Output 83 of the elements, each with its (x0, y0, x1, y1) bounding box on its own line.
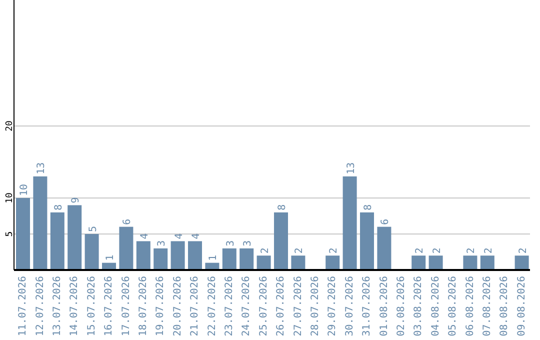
data-label: 1 (208, 254, 220, 261)
bar (463, 256, 478, 270)
x-tick-label: 02.08.2026 (396, 276, 407, 336)
x-tick-label: 23.07.2026 (224, 276, 235, 336)
bar (256, 256, 271, 270)
x-tick-label: 13.07.2026 (52, 276, 63, 336)
x-tick-label: 29.07.2026 (327, 276, 338, 336)
x-tick-label: 03.08.2026 (413, 276, 424, 336)
bar (274, 212, 288, 270)
x-tick-label: 01.08.2026 (378, 276, 390, 336)
x-tick-label: 22.07.2026 (206, 276, 218, 336)
x-tick-label: 20.07.2026 (172, 276, 184, 336)
y-tick-label: 10 (5, 192, 15, 204)
bar (50, 212, 64, 270)
data-label: 6 (380, 218, 392, 225)
x-tick-label: 09.08.2026 (516, 276, 528, 336)
y-tick-label: 5 (5, 231, 15, 237)
x-tick-label: 19.07.2026 (155, 276, 166, 336)
data-label: 8 (277, 204, 288, 210)
data-label: 2 (518, 248, 529, 254)
x-tick-label: 25.07.2026 (258, 276, 270, 336)
bar (16, 198, 30, 270)
x-tick-label: 26.07.2026 (276, 276, 287, 336)
data-label: 2 (260, 248, 271, 254)
data-label: 9 (70, 197, 82, 204)
data-label: 4 (174, 233, 185, 240)
x-tick-label: 11.07.2026 (18, 276, 29, 336)
x-tick-label: 30.07.2026 (344, 276, 356, 336)
data-label: 3 (225, 240, 236, 246)
data-label: 3 (242, 240, 254, 246)
bar (240, 248, 254, 270)
bar (412, 256, 426, 270)
x-tick-label: 06.08.2026 (464, 276, 476, 336)
data-label: 6 (122, 218, 134, 225)
bar (170, 241, 185, 270)
data-label: 8 (363, 204, 374, 210)
x-tick-label: 15.07.2026 (86, 276, 98, 336)
data-label: 1 (105, 254, 116, 261)
x-tick-label: 21.07.2026 (190, 276, 201, 336)
bar (33, 176, 48, 270)
x-tick-label: 07.08.2026 (482, 276, 493, 336)
x-tick-label: 18.07.2026 (138, 276, 149, 336)
x-tick-label: 08.08.2026 (499, 276, 510, 336)
x-tick-label: 16.07.2026 (104, 276, 115, 336)
data-label: 3 (156, 240, 168, 246)
data-label: 10 (19, 184, 30, 196)
bar (68, 205, 82, 270)
x-tick-label: 14.07.2026 (69, 276, 80, 336)
x-tick-label: 27.07.2026 (292, 276, 304, 336)
data-label: 13 (36, 162, 48, 174)
data-label: 13 (346, 162, 357, 174)
bar (480, 256, 494, 270)
x-tick-label: 04.08.2026 (430, 276, 442, 336)
bar (291, 256, 306, 270)
data-label: 4 (139, 233, 150, 240)
data-label: 2 (294, 248, 306, 254)
x-tick-label: 17.07.2026 (120, 276, 132, 336)
x-tick-label: 31.07.2026 (362, 276, 373, 336)
x-tick-label: 24.07.2026 (241, 276, 252, 336)
bar (154, 248, 168, 270)
bar (84, 234, 99, 270)
y-tick-label: 20 (5, 120, 15, 132)
data-label: 2 (466, 248, 478, 254)
bar (119, 226, 134, 270)
x-tick-label: 12.07.2026 (34, 276, 46, 336)
bar (377, 226, 392, 270)
bar (342, 176, 357, 270)
bar (428, 256, 443, 270)
data-label: 5 (88, 226, 99, 232)
bar (222, 248, 236, 270)
data-label: 8 (53, 204, 64, 210)
data-label: 2 (414, 248, 426, 254)
bar (360, 212, 374, 270)
bar (136, 241, 150, 270)
bar (188, 241, 202, 270)
bar (514, 256, 529, 270)
x-tick-label: 28.07.2026 (310, 276, 321, 336)
x-tick-label: 05.08.2026 (448, 276, 459, 336)
data-label: 2 (328, 248, 340, 254)
data-label: 4 (191, 233, 202, 240)
data-label: 2 (483, 248, 494, 254)
bar (326, 256, 340, 270)
data-label: 2 (432, 248, 443, 254)
